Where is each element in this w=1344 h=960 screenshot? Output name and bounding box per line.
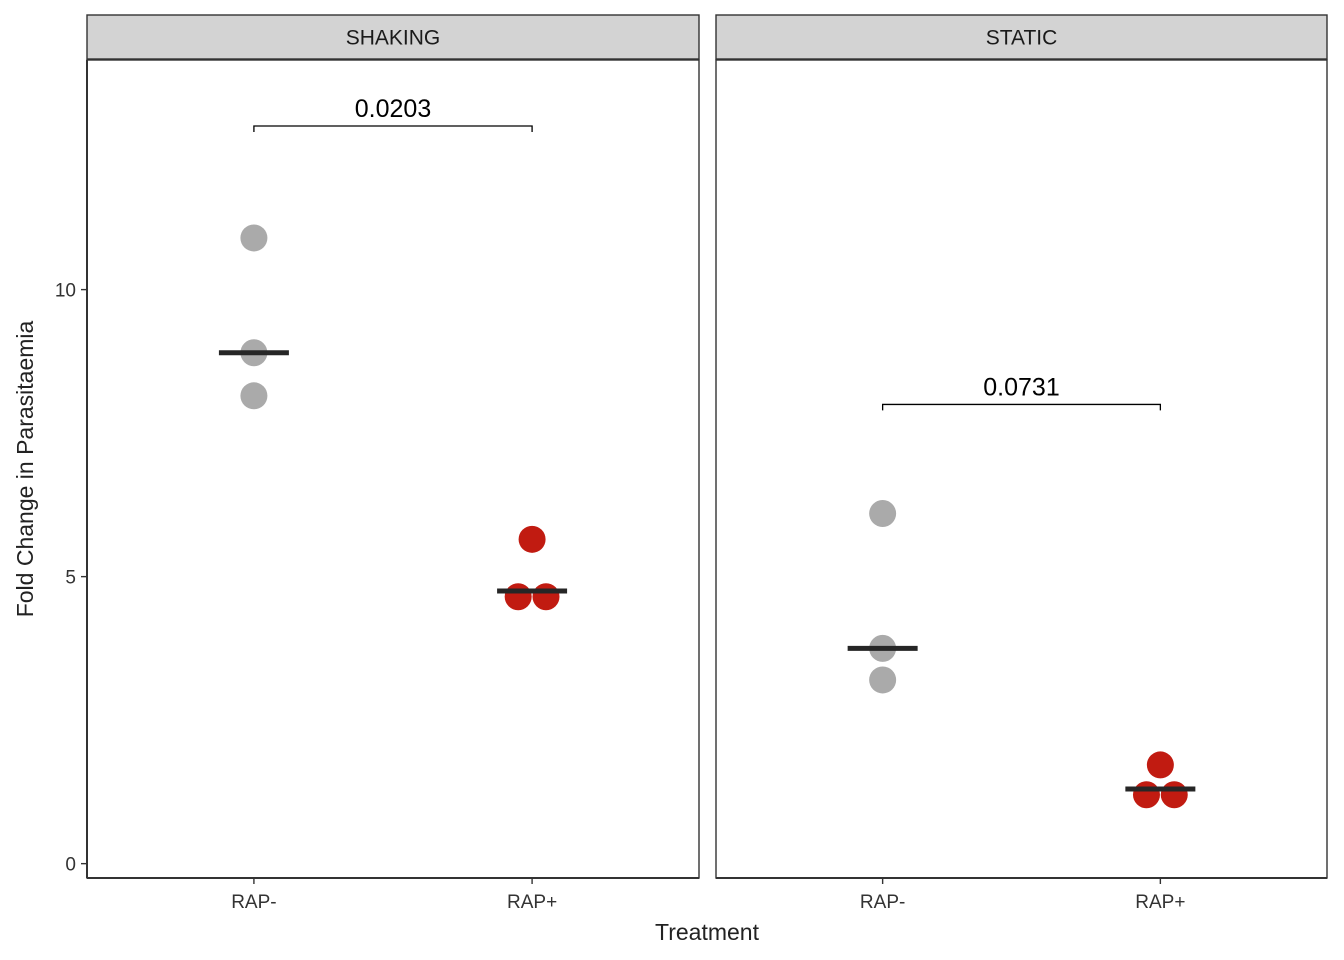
panel-border (86, 59, 700, 879)
x-tick-label: RAP- (231, 892, 276, 913)
data-point (869, 499, 897, 527)
data-point (240, 382, 268, 410)
data-point (518, 525, 546, 553)
y-tick-label: 10 (55, 281, 76, 302)
data-point (1160, 781, 1188, 809)
data-point (869, 666, 897, 694)
p-value-label: 0.0203 (355, 95, 431, 123)
facet-strip-label: STATIC (986, 27, 1058, 50)
x-tick-label: RAP- (860, 892, 905, 913)
significance-bracket (881, 403, 1162, 411)
y-axis-title: Fold Change in Parasitaemia (12, 320, 38, 617)
axes-layer: RAP- RAP+ RAP- RAP+ 0 5 10 (55, 60, 1327, 913)
y-tick-label: 5 (65, 568, 76, 589)
panels-layer: SHAKING 0.0203 STATIC 0.0731 (86, 14, 1328, 879)
data-point (1132, 781, 1160, 809)
panel-border (715, 59, 1328, 879)
data-point (1146, 751, 1174, 779)
x-axis-title: Treatment (655, 919, 760, 945)
data-point (532, 583, 560, 611)
y-tick-label: 0 (65, 855, 76, 876)
x-tick-label: RAP+ (507, 892, 557, 913)
facet-strip-label: SHAKING (346, 27, 441, 50)
significance-bracket (253, 125, 533, 133)
facet-strip-shaking (86, 14, 700, 60)
panel-static: STATIC 0.0731 (715, 14, 1328, 879)
data-point (240, 224, 268, 252)
facet-strip-static (715, 14, 1328, 60)
data-point (504, 583, 532, 611)
panel-shaking: SHAKING 0.0203 (86, 14, 700, 879)
p-value-label: 0.0731 (983, 373, 1059, 401)
x-tick-label: RAP+ (1135, 892, 1185, 913)
